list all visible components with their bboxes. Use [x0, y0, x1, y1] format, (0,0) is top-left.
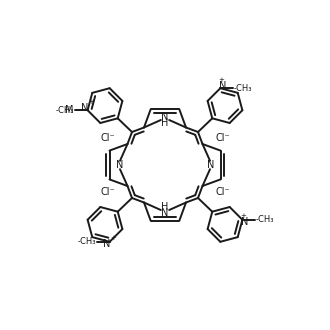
Text: Cl⁻: Cl⁻	[215, 133, 230, 143]
Text: N: N	[161, 112, 169, 122]
Text: -CH₃: -CH₃	[256, 215, 274, 224]
Text: -CH₃: -CH₃	[78, 237, 96, 246]
Text: +: +	[240, 213, 246, 218]
Text: -CH₃: -CH₃	[234, 84, 252, 93]
Text: +: +	[218, 78, 224, 83]
Text: -CH₃: -CH₃	[56, 106, 74, 115]
Text: +: +	[88, 99, 94, 106]
Text: N: N	[219, 82, 226, 91]
Text: N: N	[161, 208, 169, 218]
Text: N: N	[116, 160, 123, 170]
Text: N: N	[104, 239, 111, 248]
Text: H: H	[161, 202, 169, 212]
Text: N: N	[82, 104, 89, 114]
Text: M: M	[65, 105, 74, 115]
Text: N: N	[207, 160, 214, 170]
Text: +: +	[110, 235, 116, 241]
Text: Cl⁻: Cl⁻	[100, 133, 115, 143]
Text: H: H	[161, 118, 169, 128]
Text: N: N	[241, 216, 248, 226]
Text: Cl⁻: Cl⁻	[215, 187, 230, 197]
Text: Cl⁻: Cl⁻	[100, 187, 115, 197]
